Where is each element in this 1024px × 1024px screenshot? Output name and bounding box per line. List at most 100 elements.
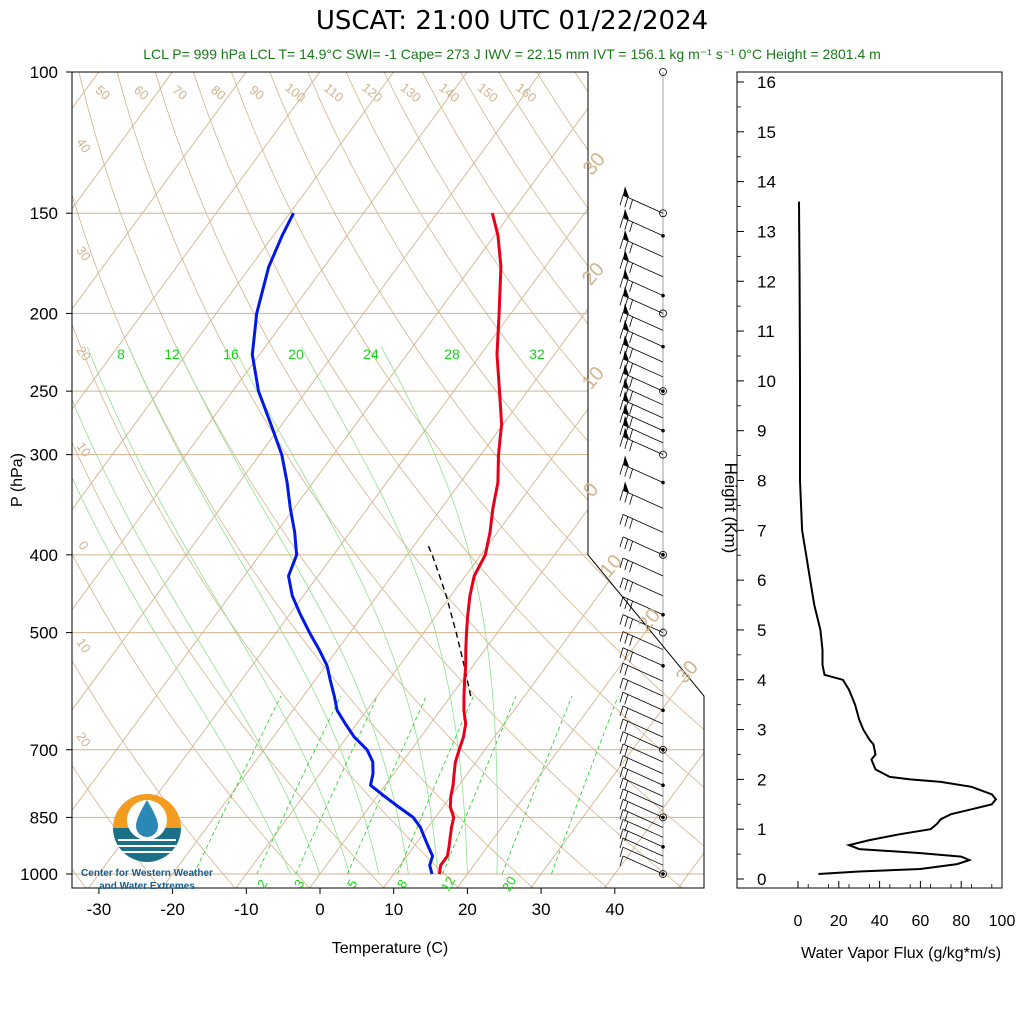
moist-adiabat-line [72,476,291,875]
wind-barb-flag [629,494,633,505]
flux-y-tick-label: 1 [757,820,766,839]
wind-barb-flag [624,330,629,341]
wind-barb-flag [624,757,629,769]
wind-barb-flag [619,755,624,766]
wind-barb-flag [619,692,624,703]
dry-adiabat-line [650,72,704,144]
wind-barb-flag [619,819,624,830]
flux-trace [798,201,998,875]
level-circle [659,387,667,396]
y-tick-label: 400 [30,546,58,565]
wind-pennant [623,303,629,315]
wind-barb-flag [629,541,633,552]
flux-y-tick-label: 0 [757,870,766,889]
barb-dot [661,872,665,876]
wind-pennant [623,286,629,298]
wind-barb-flag [619,436,624,447]
wind-barb-flag [629,651,633,663]
wind-barb-flag [619,809,624,820]
wind-barb-flag [629,468,633,479]
level-circle [659,209,667,218]
moist-adiabat-line [128,346,380,875]
mixing-ratio-line [295,695,378,875]
wind-barb-flag [624,680,629,691]
wind-barb [622,818,664,838]
theta-e-label: 12 [164,346,180,362]
barb-dot [661,663,665,668]
isotherm-label: 120 [359,80,385,105]
dry-adiabat-line [78,72,609,888]
theta-e-label: 8 [117,346,125,362]
wind-barb-flag [619,767,624,778]
flux-x-axis-label: Water Vapor Flux (g/kg*m/s) [801,945,1001,962]
isotherm-label: 10 [73,635,94,655]
logo-water [113,828,181,862]
isotherm-line [72,72,395,511]
isotherm-line [530,651,704,888]
isotherm-label: 70 [170,82,191,103]
wind-barb [622,614,664,633]
wind-barb [622,557,664,577]
dry-adiabat-line [72,552,311,888]
wind-barb-flag [624,401,629,413]
wind-barb [622,536,664,556]
wind-barb-flag [619,343,624,355]
wind-barb-flag [629,348,633,359]
wind-barb [622,828,664,848]
isotherm-label: 30 [73,243,94,263]
barb-dot [661,747,665,752]
wind-barb-flag [619,778,624,789]
isotherm-label: 50 [93,82,114,103]
wind-barb [622,424,664,444]
wind-barb-flag [624,801,629,812]
temperature-trace [437,212,504,875]
wind-barb-flag [629,377,633,388]
wind-barb-flag [619,799,624,810]
wind-barb [622,755,664,775]
wind-barb-flag [629,582,633,593]
moist-adiabat-line [380,346,498,875]
wind-barb [622,238,664,258]
wind-barb [622,662,664,682]
isotherm-label: 20 [73,343,94,363]
level-circle [659,745,667,754]
wind-barb-flag [619,195,624,206]
wind-barb [622,766,664,786]
flux-y-tick-label: 13 [757,222,776,241]
y-tick-label: 150 [30,204,58,223]
logo-drop [136,800,158,837]
moist-adiabat-line [301,346,468,875]
wind-barb [622,217,664,237]
wind-barb [622,799,664,818]
x-tick-label: 30 [532,900,551,919]
wind-barb-flag [624,616,629,627]
wind-barb [622,677,664,697]
flux-x-tick-label: 40 [871,913,889,930]
wind-barb-flag [619,828,624,839]
wind-barb-flag [624,811,629,822]
mixing-ratio-line [193,695,282,875]
wind-barb [622,743,664,763]
wind-barb-flag [629,281,633,292]
level-circle [659,813,667,822]
wind-pennant [623,377,629,389]
isotherm-label: 150 [475,80,501,105]
isotherm-label: 130 [398,80,424,105]
wind-barb-flag [619,847,624,858]
wind-barb-flag [624,197,629,208]
wind-pennant [623,335,629,347]
chart-title: USCAT: 21:00 UTC 01/22/2024 [315,6,709,36]
mixing-ratio-label: 20 [499,874,519,894]
y-tick-label: 200 [30,304,58,323]
isotherm-label: 60 [131,82,152,103]
theta-e-label: 24 [363,346,379,362]
flux-y-tick-label: 15 [757,123,776,142]
barb-dot [661,783,665,788]
y-tick-label: 250 [30,382,58,401]
theta-e-label: 20 [288,346,304,362]
wind-barb-flag [619,855,624,867]
wind-barb-flag [629,243,633,254]
wind-barb-flag [624,466,629,477]
wind-barb-flag [619,631,624,642]
dry-adiabat-line [345,72,704,563]
